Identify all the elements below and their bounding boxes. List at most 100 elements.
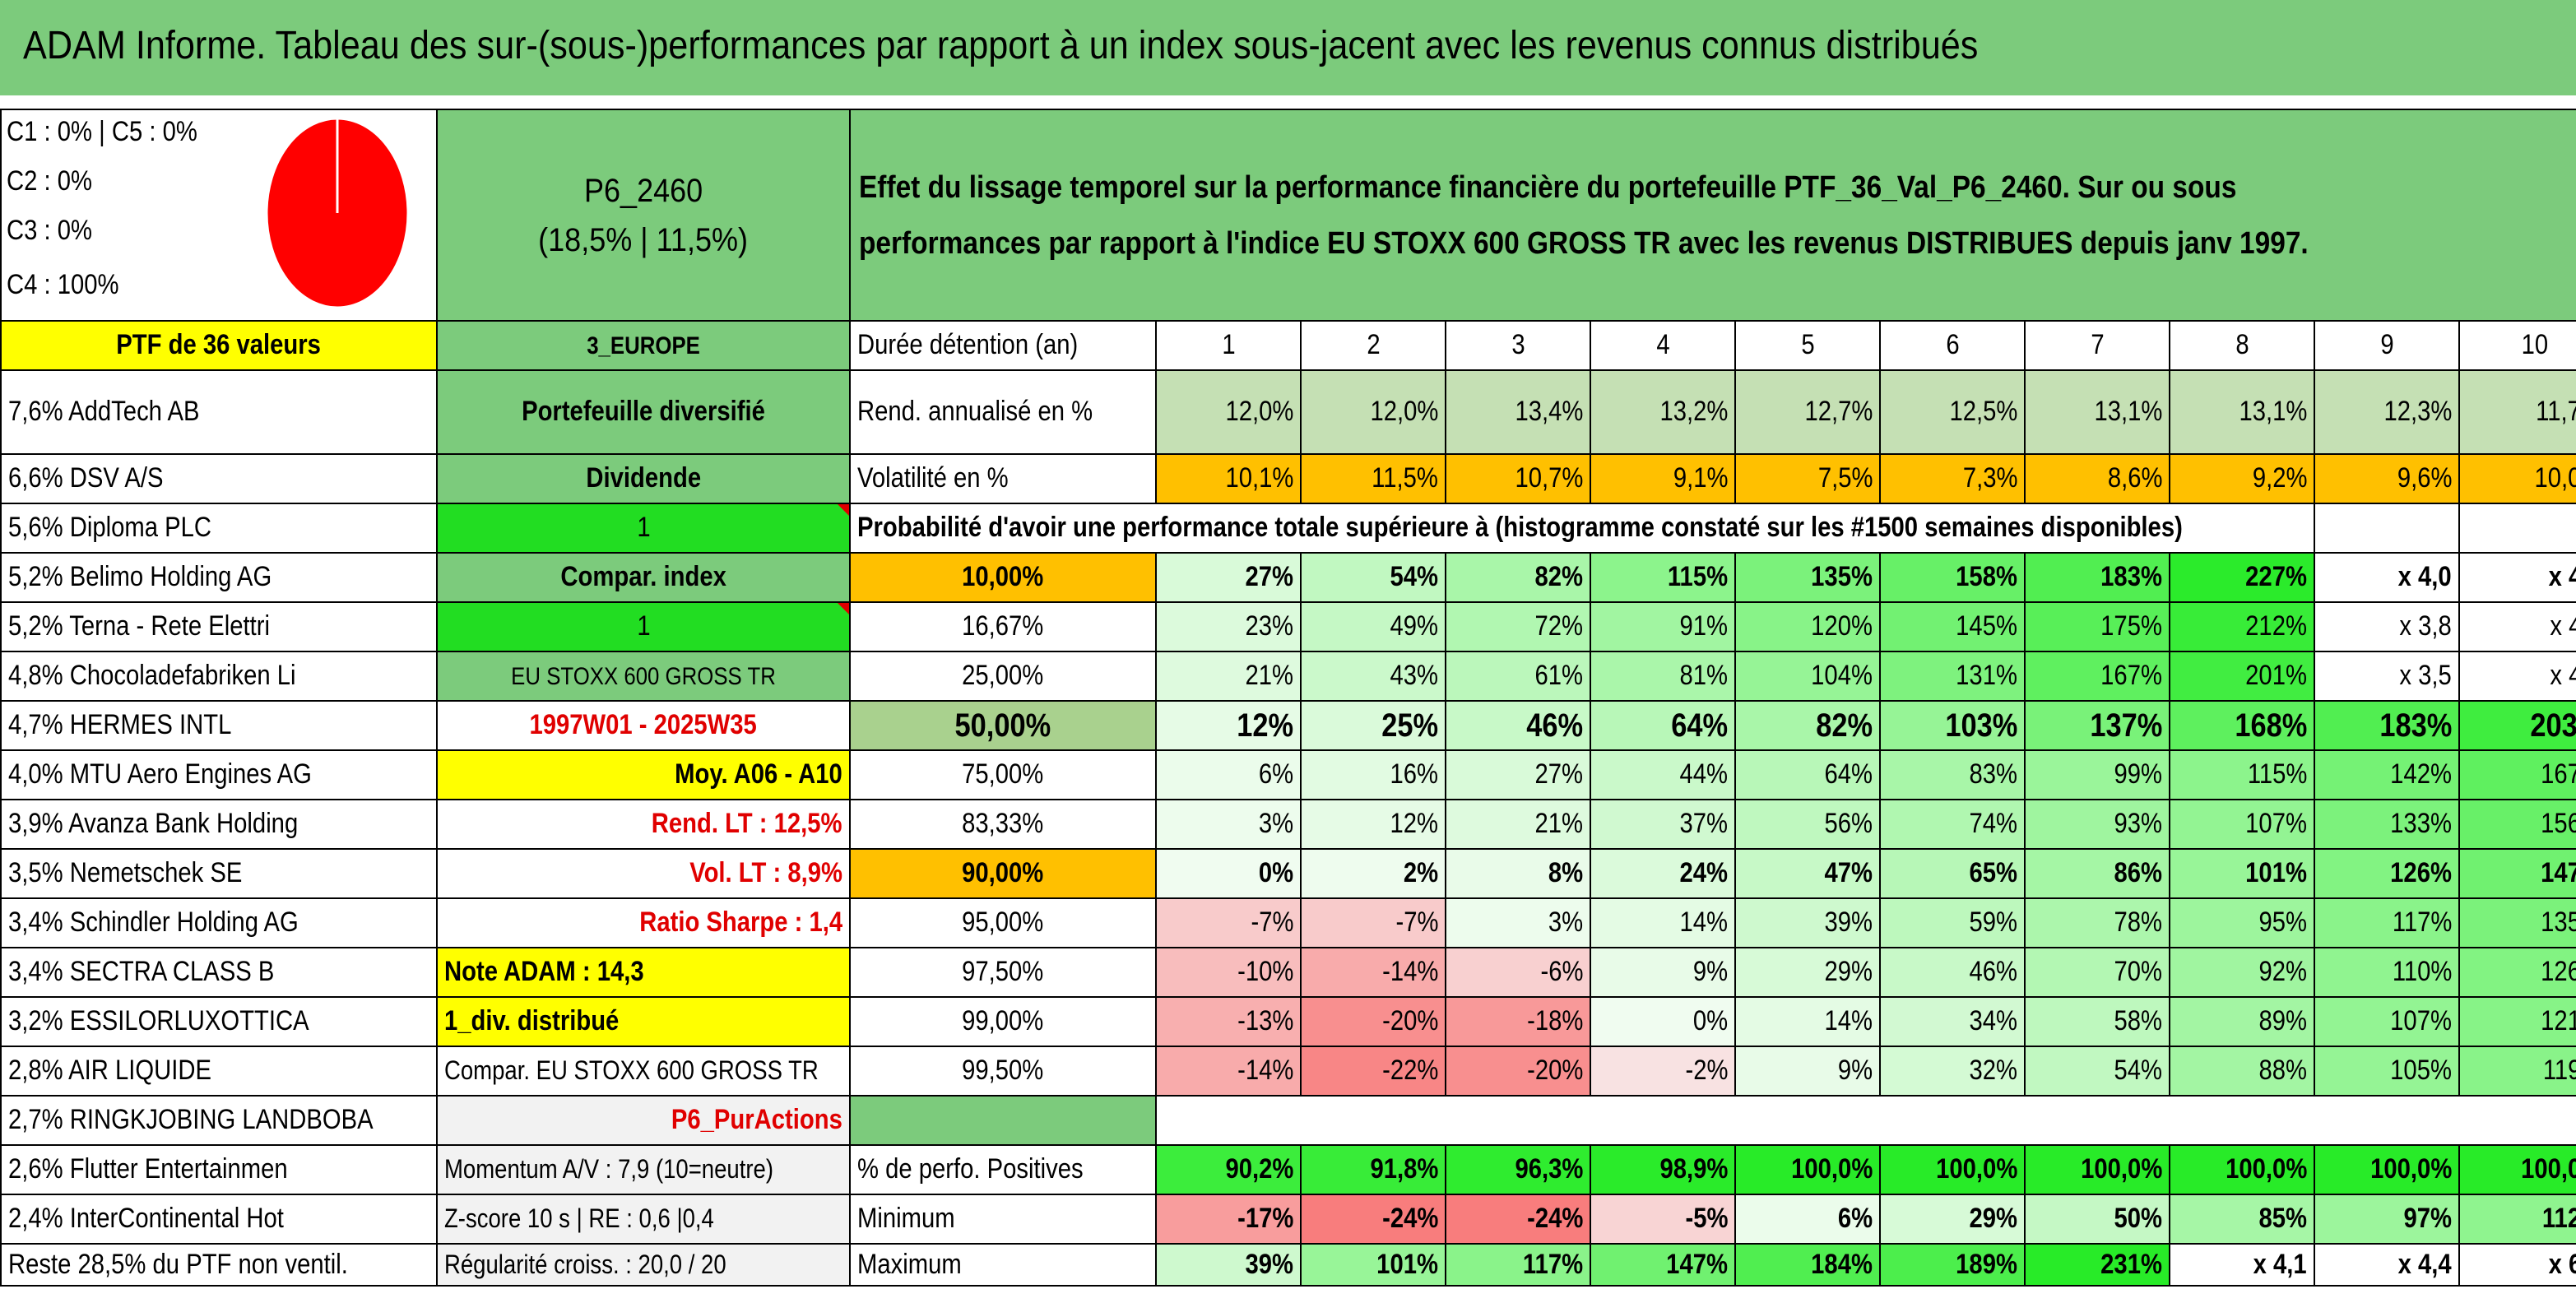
probability-cell: x 3,8 bbox=[2315, 603, 2458, 651]
probability-cell: 12% bbox=[1302, 800, 1445, 848]
probability-cell-text: 104% bbox=[1811, 660, 1873, 692]
info-cell-text: Portefeuille diversifié bbox=[522, 396, 765, 428]
positive-cell-text: 100,0% bbox=[2369, 1153, 2452, 1185]
probability-cell: 74% bbox=[1881, 800, 2024, 848]
probability-cell-text: 3% bbox=[1548, 906, 1583, 939]
info-cell-text: Compar. index bbox=[560, 561, 726, 593]
return-cell-text: 11,7% bbox=[2536, 396, 2576, 428]
probability-cell: -10% bbox=[1157, 948, 1300, 996]
probability-cell-text: 58% bbox=[2114, 1005, 2162, 1037]
probability-cell-text: -7% bbox=[1395, 906, 1438, 939]
positive-cell-text: 96,3% bbox=[1515, 1153, 1583, 1185]
info-cell: Compar. EU STOXX 600 GROSS TR bbox=[438, 1047, 849, 1095]
probability-cell: 27% bbox=[1446, 751, 1590, 799]
probability-cell: 156% bbox=[2460, 800, 2576, 848]
holding-row: 3,2% ESSILORLUXOTTICA bbox=[2, 998, 436, 1046]
info-cell: 1 bbox=[438, 603, 849, 651]
probability-cell: 89% bbox=[2170, 998, 2314, 1046]
probability-cell: 103% bbox=[1881, 702, 2024, 749]
probability-cell-text: 91% bbox=[1679, 610, 1728, 642]
probability-cell-text: 126% bbox=[2541, 956, 2576, 988]
holding-row-text: 4,8% Chocoladefabriken Li bbox=[8, 660, 296, 692]
probability-cell: 27% bbox=[1157, 554, 1300, 601]
probability-cell: 56% bbox=[1736, 800, 1879, 848]
volatility-cell: 7,3% bbox=[1881, 455, 2024, 503]
probability-cell: 46% bbox=[1446, 702, 1590, 749]
info-cell-text: 1 bbox=[636, 512, 651, 544]
probability-cell-text: 89% bbox=[2258, 1005, 2307, 1037]
year-header-text: 4 bbox=[1655, 329, 1670, 361]
maximum-cell-text: 231% bbox=[2100, 1248, 2162, 1280]
volatility-label: Volatilité en % bbox=[851, 455, 1155, 503]
probability-cell-text: 115% bbox=[2247, 758, 2307, 791]
holding-row: 3,5% Nemetschek SE bbox=[2, 850, 436, 897]
probability-cell-text: 56% bbox=[1824, 808, 1873, 840]
probability-cell-text: -10% bbox=[1237, 956, 1293, 988]
probability-cell: 203% bbox=[2460, 702, 2576, 749]
positive-cell: 91,8% bbox=[1302, 1146, 1445, 1194]
volatility-cell-text: 10,0% bbox=[2534, 462, 2576, 494]
probability-cell-text: 105% bbox=[2390, 1055, 2452, 1087]
legend-line: C3 : 0% bbox=[7, 215, 93, 246]
return-cell: 13,4% bbox=[1446, 371, 1590, 453]
probability-cell-text: 49% bbox=[1390, 610, 1438, 642]
probability-cell-text: 21% bbox=[1245, 660, 1293, 692]
volatility-cell: 11,5% bbox=[1302, 455, 1445, 503]
maximum-cell-text: 189% bbox=[1956, 1248, 2017, 1280]
probability-cell: 37% bbox=[1591, 800, 1734, 848]
probability-cell: 54% bbox=[1302, 554, 1445, 601]
probability-cell: 14% bbox=[1736, 998, 1879, 1046]
minimum-cell-text: 6% bbox=[1837, 1203, 1873, 1235]
probability-cell-text: 135% bbox=[1811, 561, 1873, 593]
probability-cell-text: 145% bbox=[1956, 610, 2017, 642]
positive-cell: 100,0% bbox=[1736, 1146, 1879, 1194]
probability-cell: -6% bbox=[1446, 948, 1590, 996]
probability-cell-text: x 4,0 bbox=[2397, 561, 2452, 593]
probability-cell-text: 121% bbox=[2541, 1005, 2576, 1037]
return-cell-text: 13,1% bbox=[2239, 396, 2307, 428]
probability-cell: x 3,5 bbox=[2315, 652, 2458, 700]
probability-cell: 105% bbox=[2315, 1047, 2458, 1095]
probability-cell-text: 137% bbox=[2090, 707, 2162, 744]
info-cell: 1997W01 - 2025W35 bbox=[438, 702, 849, 749]
volatility-cell: 10,1% bbox=[1157, 455, 1300, 503]
holding-row-text: 2,8% AIR LIQUIDE bbox=[8, 1055, 212, 1087]
probability-cell-text: 54% bbox=[1390, 561, 1438, 593]
probability-cell: 43% bbox=[1302, 652, 1445, 700]
info-cell-text: P6_PurActions bbox=[671, 1104, 842, 1136]
probability-threshold-text: 97,50% bbox=[962, 956, 1044, 988]
year-header-text: 1 bbox=[1221, 329, 1236, 361]
maximum-cell: 184% bbox=[1736, 1245, 1879, 1285]
maximum-cell-text: x 4,4 bbox=[2397, 1248, 2452, 1280]
portfolio-ratios: (18,5% | 11,5%) bbox=[538, 221, 749, 258]
probability-cell: 78% bbox=[2026, 899, 2169, 947]
info-cell-text: Dividende bbox=[586, 462, 701, 494]
probability-cell: 14% bbox=[1591, 899, 1734, 947]
holding-row-text: 3,4% SECTRA CLASS B bbox=[8, 956, 275, 988]
probability-cell: 110% bbox=[2315, 948, 2458, 996]
holding-row: 4,7% HERMES INTL bbox=[2, 702, 436, 749]
probability-cell-text: 27% bbox=[1245, 561, 1293, 593]
probability-cell-text: 23% bbox=[1245, 610, 1293, 642]
year-header: 5 bbox=[1736, 322, 1879, 369]
return-cell: 11,7% bbox=[2460, 371, 2576, 453]
volatility-label-text: Volatilité en % bbox=[857, 462, 1009, 494]
probability-cell: 65% bbox=[1881, 850, 2024, 897]
probability-threshold: 16,67% bbox=[851, 603, 1155, 651]
probability-cell-text: 201% bbox=[2245, 660, 2307, 692]
probability-cell: x 4,0 bbox=[2460, 652, 2576, 700]
year-header-text: 5 bbox=[1800, 329, 1815, 361]
return-cell: 12,7% bbox=[1736, 371, 1879, 453]
probability-cell: x 4,6 bbox=[2460, 554, 2576, 601]
info-cell-text: Z-score 10 s | RE : 0,6 |0,4 bbox=[444, 1203, 714, 1234]
minimum-cell: 85% bbox=[2170, 1195, 2314, 1243]
probability-cell-text: 46% bbox=[1969, 956, 2017, 988]
probability-cell-text: 117% bbox=[2392, 906, 2452, 939]
year-header: 1 bbox=[1157, 322, 1300, 369]
minimum-cell: 97% bbox=[2315, 1195, 2458, 1243]
return-cell: 13,1% bbox=[2026, 371, 2169, 453]
positive-cell: 100,0% bbox=[2170, 1146, 2314, 1194]
minimum-cell: -5% bbox=[1591, 1195, 1734, 1243]
volatility-cell: 9,2% bbox=[2170, 455, 2314, 503]
probability-cell-text: -20% bbox=[1381, 1005, 1438, 1037]
